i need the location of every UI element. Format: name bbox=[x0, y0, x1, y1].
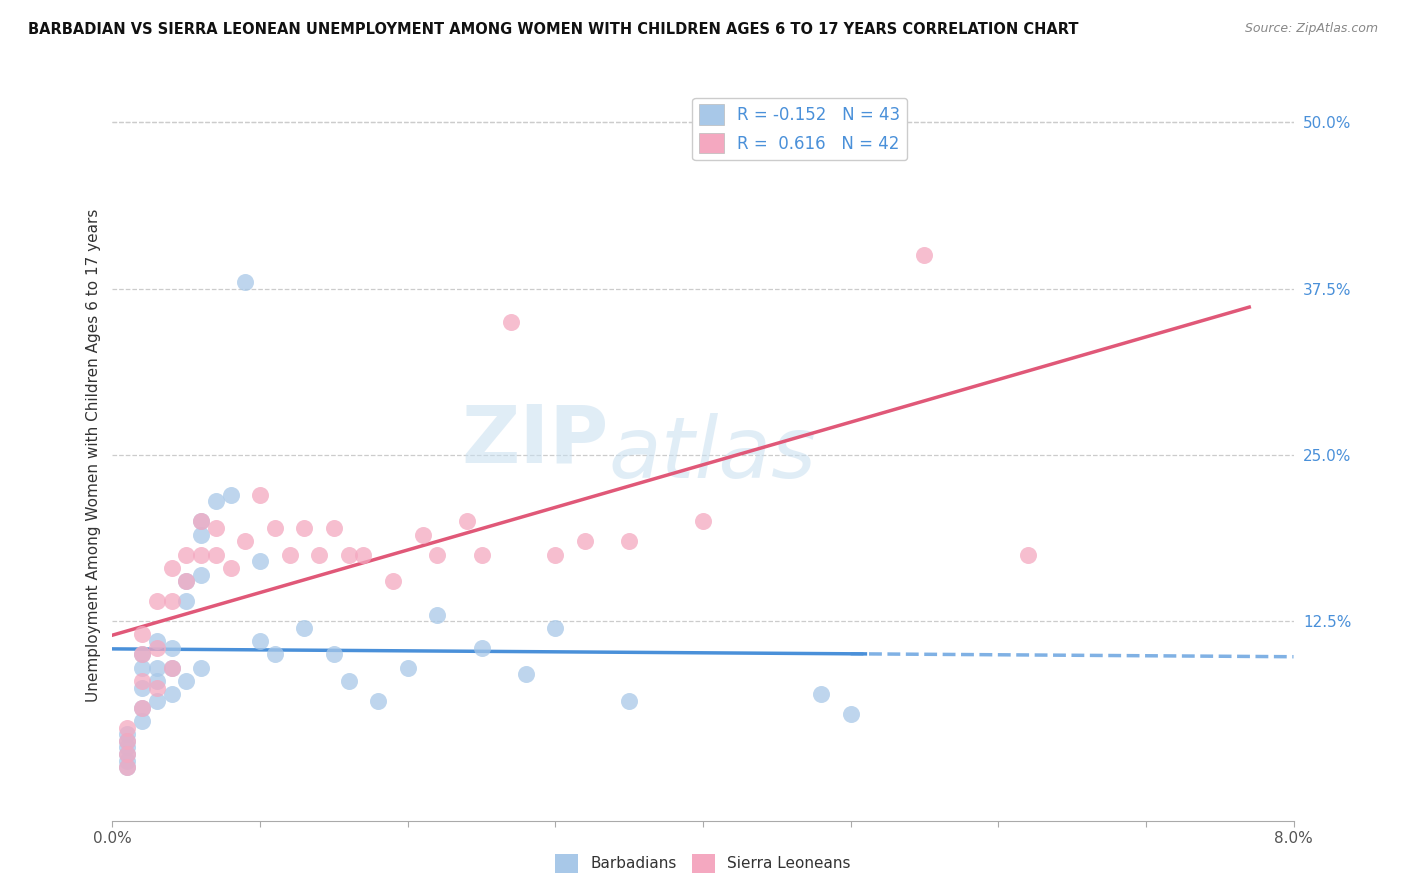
Point bbox=[190, 527, 212, 541]
Point bbox=[117, 721, 138, 735]
Point bbox=[117, 760, 138, 774]
Point bbox=[619, 534, 641, 549]
Point bbox=[323, 521, 346, 535]
Point bbox=[337, 673, 360, 688]
Point bbox=[205, 521, 228, 535]
Point bbox=[160, 594, 183, 608]
Point bbox=[160, 661, 183, 675]
Point bbox=[160, 640, 183, 655]
Point bbox=[117, 727, 138, 741]
Point bbox=[160, 661, 183, 675]
Point bbox=[367, 694, 389, 708]
Point bbox=[501, 315, 523, 329]
Point bbox=[249, 488, 271, 502]
Point bbox=[146, 661, 169, 675]
Point bbox=[426, 548, 449, 562]
Point bbox=[233, 534, 256, 549]
Point bbox=[471, 548, 494, 562]
Point bbox=[146, 594, 169, 608]
Point bbox=[249, 554, 271, 568]
Point bbox=[352, 548, 374, 562]
Point bbox=[160, 561, 183, 575]
Point bbox=[278, 548, 301, 562]
Point bbox=[146, 640, 169, 655]
Point bbox=[544, 548, 567, 562]
Point bbox=[914, 248, 936, 262]
Point bbox=[205, 494, 228, 508]
Point bbox=[544, 621, 567, 635]
Point bbox=[382, 574, 405, 589]
Text: atlas: atlas bbox=[609, 413, 817, 497]
Point bbox=[146, 673, 169, 688]
Legend: Barbadians, Sierra Leoneans: Barbadians, Sierra Leoneans bbox=[550, 848, 856, 879]
Point bbox=[117, 754, 138, 768]
Point bbox=[810, 687, 832, 701]
Point bbox=[131, 648, 153, 662]
Point bbox=[471, 640, 494, 655]
Point bbox=[692, 515, 714, 529]
Point bbox=[131, 627, 153, 641]
Point bbox=[839, 707, 862, 722]
Point bbox=[131, 673, 153, 688]
Point bbox=[190, 548, 212, 562]
Point bbox=[117, 734, 138, 748]
Point bbox=[117, 747, 138, 761]
Point bbox=[1017, 548, 1039, 562]
Point bbox=[515, 667, 537, 681]
Point bbox=[426, 607, 449, 622]
Point bbox=[205, 548, 228, 562]
Point bbox=[308, 548, 330, 562]
Point bbox=[174, 574, 197, 589]
Point bbox=[117, 747, 138, 761]
Point bbox=[146, 681, 169, 695]
Point bbox=[117, 740, 138, 755]
Point bbox=[249, 634, 271, 648]
Point bbox=[323, 648, 346, 662]
Point bbox=[292, 621, 315, 635]
Point bbox=[190, 661, 212, 675]
Point bbox=[160, 687, 183, 701]
Point bbox=[131, 700, 153, 714]
Point bbox=[190, 515, 212, 529]
Point bbox=[190, 567, 212, 582]
Point bbox=[117, 760, 138, 774]
Point bbox=[619, 694, 641, 708]
Point bbox=[264, 521, 287, 535]
Point bbox=[264, 648, 287, 662]
Point bbox=[131, 681, 153, 695]
Point bbox=[456, 515, 478, 529]
Point bbox=[131, 714, 153, 728]
Point bbox=[190, 515, 212, 529]
Text: ZIP: ZIP bbox=[461, 401, 609, 479]
Text: BARBADIAN VS SIERRA LEONEAN UNEMPLOYMENT AMONG WOMEN WITH CHILDREN AGES 6 TO 17 : BARBADIAN VS SIERRA LEONEAN UNEMPLOYMENT… bbox=[28, 22, 1078, 37]
Point bbox=[337, 548, 360, 562]
Point bbox=[131, 648, 153, 662]
Point bbox=[219, 488, 242, 502]
Point bbox=[412, 527, 434, 541]
Point bbox=[292, 521, 315, 535]
Point bbox=[131, 661, 153, 675]
Text: Source: ZipAtlas.com: Source: ZipAtlas.com bbox=[1244, 22, 1378, 36]
Point bbox=[117, 734, 138, 748]
Point bbox=[174, 594, 197, 608]
Point bbox=[174, 548, 197, 562]
Point bbox=[574, 534, 596, 549]
Point bbox=[396, 661, 419, 675]
Point bbox=[174, 673, 197, 688]
Y-axis label: Unemployment Among Women with Children Ages 6 to 17 years: Unemployment Among Women with Children A… bbox=[86, 208, 101, 702]
Point bbox=[131, 700, 153, 714]
Point bbox=[219, 561, 242, 575]
Point bbox=[174, 574, 197, 589]
Point bbox=[146, 634, 169, 648]
Point bbox=[233, 275, 256, 289]
Point bbox=[146, 694, 169, 708]
